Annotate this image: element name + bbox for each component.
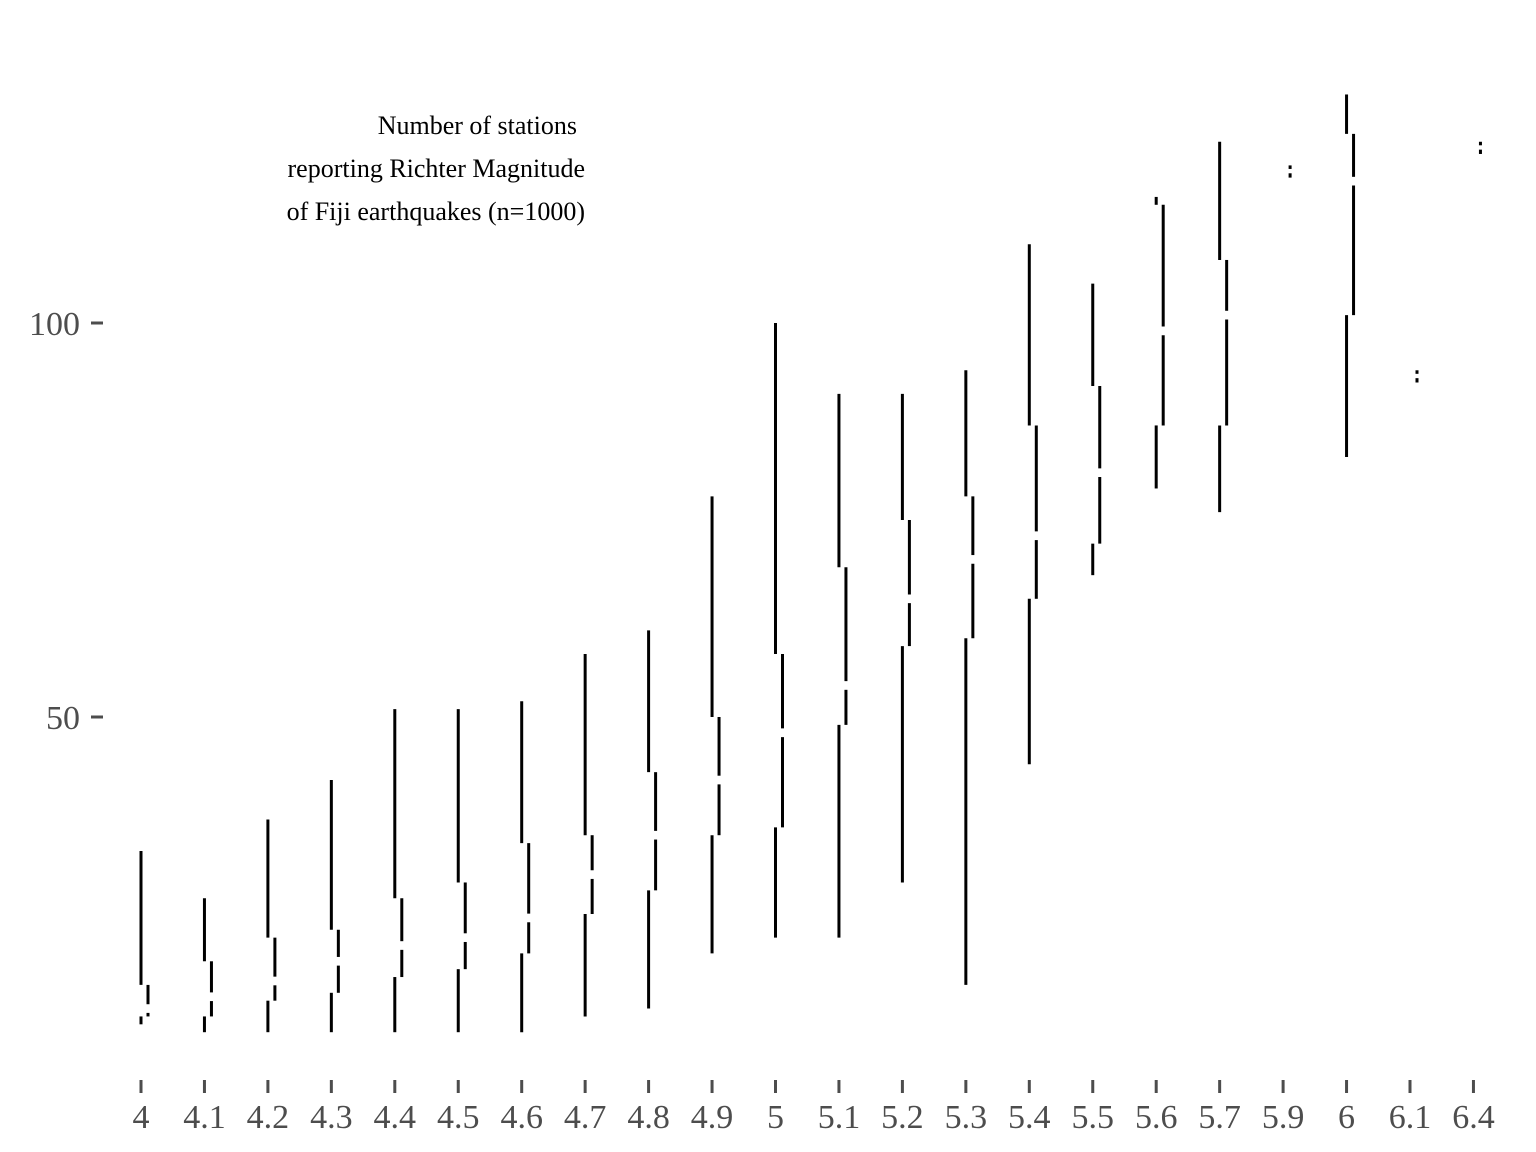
boxplot-5.5 <box>1091 283 1102 576</box>
boxplot-4.2 <box>266 819 277 1033</box>
x-tick-label-5.4: 5.4 <box>1008 1099 1051 1136</box>
boxplot-5.6 <box>1154 196 1165 489</box>
boxplot-5.2 <box>900 393 911 883</box>
boxplot-5.9 <box>1288 165 1292 178</box>
chart-title-line-1: Number of stations <box>378 111 577 140</box>
boxplot-4.3 <box>329 780 340 1033</box>
x-tick-label-4.4: 4.4 <box>374 1099 417 1136</box>
x-tick-label-4.9: 4.9 <box>691 1099 734 1136</box>
boxplot-5.3 <box>964 370 975 985</box>
x-axis: 4 4.1 4.2 4.3 4.4 4.5 4.6 4.7 4.8 4.9 5 5.1 5.2 5.3 5.… <box>133 1080 1495 1136</box>
x-tick-label-6.4: 6.4 <box>1452 1099 1495 1136</box>
x-tick-label-4.5: 4.5 <box>437 1099 480 1136</box>
x-tick-label-6: 6 <box>1338 1099 1355 1136</box>
boxplot-5.1 <box>837 393 848 938</box>
chart-title-line-2: reporting Richter Magnitude <box>288 154 585 183</box>
boxplot-4 <box>139 850 150 1025</box>
boxplot-4.9 <box>710 496 721 954</box>
x-tick-label-5.7: 5.7 <box>1198 1099 1241 1136</box>
boxplot-6 <box>1345 94 1356 457</box>
boxplot-marks <box>139 94 1482 1033</box>
y-tick-label-50: 50 <box>46 700 80 737</box>
x-tick-label-5.5: 5.5 <box>1072 1099 1115 1136</box>
x-tick-label-5.3: 5.3 <box>945 1099 988 1136</box>
chart-title: Number of stations reporting Richter Mag… <box>287 111 585 226</box>
boxplot-5.4 <box>1027 244 1038 765</box>
boxplot-5.7 <box>1218 141 1229 513</box>
x-tick-label-4.3: 4.3 <box>310 1099 353 1136</box>
x-tick-label-4.2: 4.2 <box>247 1099 290 1136</box>
y-axis: 50 100 <box>29 306 103 737</box>
x-tick-label-6.1: 6.1 <box>1389 1099 1432 1136</box>
boxplot-4.8 <box>647 630 658 1009</box>
x-tick-label-5.1: 5.1 <box>818 1099 861 1136</box>
x-tick-label-5.9: 5.9 <box>1262 1099 1305 1136</box>
boxplot-4.6 <box>520 701 531 1033</box>
x-tick-label-4.8: 4.8 <box>627 1099 670 1136</box>
x-tick-label-4.6: 4.6 <box>500 1099 543 1136</box>
x-tick-label-5: 5 <box>767 1099 784 1136</box>
boxplot-6.1 <box>1415 370 1419 383</box>
x-tick-label-4.7: 4.7 <box>564 1099 607 1136</box>
boxplot-6.4 <box>1478 141 1482 154</box>
x-tick-label-4: 4 <box>133 1099 150 1136</box>
x-tick-label-5.6: 5.6 <box>1135 1099 1178 1136</box>
boxplot-4.7 <box>583 653 594 1017</box>
boxplot-4.4 <box>393 709 404 1033</box>
chart-title-line-3: of Fiji earthquakes (n=1000) <box>287 197 585 226</box>
x-tick-label-5.2: 5.2 <box>881 1099 924 1136</box>
y-tick-label-100: 100 <box>29 306 80 343</box>
boxplot-5 <box>774 323 784 938</box>
x-tick-label-4.1: 4.1 <box>183 1099 226 1136</box>
boxplot-4.1 <box>202 898 213 1033</box>
boxplot-4.5 <box>456 709 467 1033</box>
